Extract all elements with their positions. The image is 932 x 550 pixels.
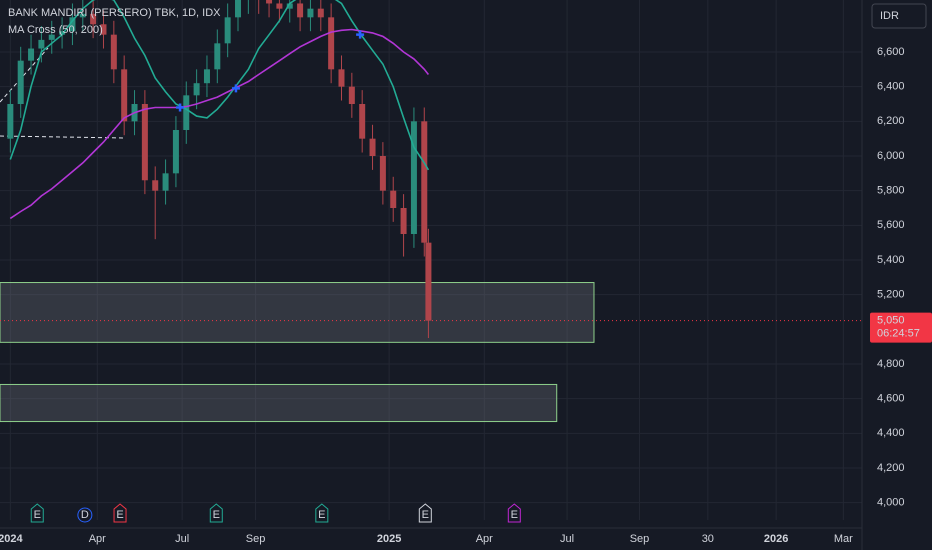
candle-body xyxy=(369,138,376,156)
ma-cross-marker xyxy=(176,103,185,112)
x-tick-label: Mar xyxy=(834,533,853,545)
y-tick-label: 6,000 xyxy=(877,150,905,162)
event-icon xyxy=(209,503,223,523)
event-icon xyxy=(507,503,521,523)
drawn-line xyxy=(0,47,49,103)
x-tick-label: Sep xyxy=(246,533,266,545)
candle-body xyxy=(425,242,432,321)
candle-body xyxy=(317,8,324,18)
y-tick-label: 6,400 xyxy=(877,81,905,93)
candle-body xyxy=(100,24,107,35)
y-tick-label: 5,200 xyxy=(877,289,905,301)
candle-body xyxy=(224,17,231,44)
currency[interactable]: IDR xyxy=(880,10,899,22)
x-tick-label: Apr xyxy=(476,533,493,545)
event-label: E xyxy=(213,509,220,521)
price-zone xyxy=(0,383,558,423)
last-price-label: 5,050 xyxy=(877,315,905,327)
last-price-tag xyxy=(870,312,932,343)
ma-cross-marker xyxy=(356,30,365,39)
candle-body xyxy=(79,13,86,18)
candle-body xyxy=(38,39,45,49)
candle-body xyxy=(359,104,366,139)
candle-body xyxy=(162,173,169,191)
candle-body xyxy=(400,208,407,234)
y-tick-label: 5,800 xyxy=(877,185,905,197)
y-tick-label: 4,400 xyxy=(877,427,905,439)
y-tick-label: 6,200 xyxy=(877,115,905,127)
event-icon xyxy=(77,507,93,523)
moving-average xyxy=(9,0,430,171)
candle-body xyxy=(266,0,273,4)
event-icon xyxy=(315,503,329,523)
y-tick-label: 4,200 xyxy=(877,462,905,474)
x-tick-label: Jul xyxy=(175,533,189,545)
y-tick-label: 4,800 xyxy=(877,358,905,370)
candle-body xyxy=(152,180,159,191)
candle-body xyxy=(338,69,345,87)
candle-body xyxy=(183,95,190,130)
y-tick-label: 4,000 xyxy=(877,497,905,509)
x-tick-label: 2025 xyxy=(377,533,401,545)
event-label: E xyxy=(34,509,41,521)
candle-body xyxy=(328,17,335,70)
candle-body xyxy=(203,69,210,84)
x-tick-label: 2026 xyxy=(764,533,788,545)
countdown-label: 06:24:57 xyxy=(877,328,920,340)
event-icon xyxy=(113,503,127,523)
candle-body xyxy=(286,3,293,9)
candle-body xyxy=(121,69,128,122)
candle-body xyxy=(214,43,221,70)
candle-body xyxy=(141,104,148,181)
candle-body xyxy=(110,34,117,70)
candle-body xyxy=(410,121,417,234)
y-tick-label: 4,600 xyxy=(877,393,905,405)
candle-body xyxy=(235,0,242,18)
candle-body xyxy=(379,156,386,191)
plot-area xyxy=(0,0,862,423)
grid xyxy=(0,0,862,520)
candle-body xyxy=(28,48,35,61)
candle-body xyxy=(421,121,428,243)
currency-box[interactable] xyxy=(871,3,927,29)
candle-body xyxy=(90,13,97,25)
event-label: E xyxy=(318,509,325,521)
candle-body xyxy=(172,130,179,174)
candle-body xyxy=(307,8,314,18)
candle-body xyxy=(348,86,355,104)
candle-body xyxy=(297,3,304,18)
ma-cross-marker xyxy=(231,84,240,93)
candle-body xyxy=(390,190,397,208)
moving-average xyxy=(9,28,430,220)
event-label: D xyxy=(81,509,89,521)
y-tick-label: 5,400 xyxy=(877,254,905,266)
indicator-label: MA Cross (50, 200) xyxy=(8,24,103,36)
candle-body xyxy=(69,17,76,32)
x-tick-label: Jul xyxy=(560,533,574,545)
y-tick-label: 6,600 xyxy=(877,46,905,58)
x-tick-label: Sep xyxy=(630,533,650,545)
x-tick-label: Apr xyxy=(89,533,106,545)
candle-body xyxy=(276,3,283,9)
event-icon xyxy=(30,503,44,523)
x-tick-label: 2024 xyxy=(0,533,23,545)
event-label: E xyxy=(422,509,429,521)
candle-body xyxy=(7,104,14,139)
y-tick-label: 5,600 xyxy=(877,219,905,231)
event-label: E xyxy=(511,509,518,521)
price-zone xyxy=(0,282,595,343)
candle-body xyxy=(59,31,66,35)
candle-body xyxy=(48,34,55,40)
candle-body xyxy=(17,60,24,104)
candle-body xyxy=(193,83,200,96)
chart-title: BANK MANDIRI (PERSERO) TBK, 1D, IDX xyxy=(8,7,221,19)
x-tick-label: 30 xyxy=(702,533,714,545)
event-label: E xyxy=(116,509,123,521)
event-icon xyxy=(418,503,432,523)
